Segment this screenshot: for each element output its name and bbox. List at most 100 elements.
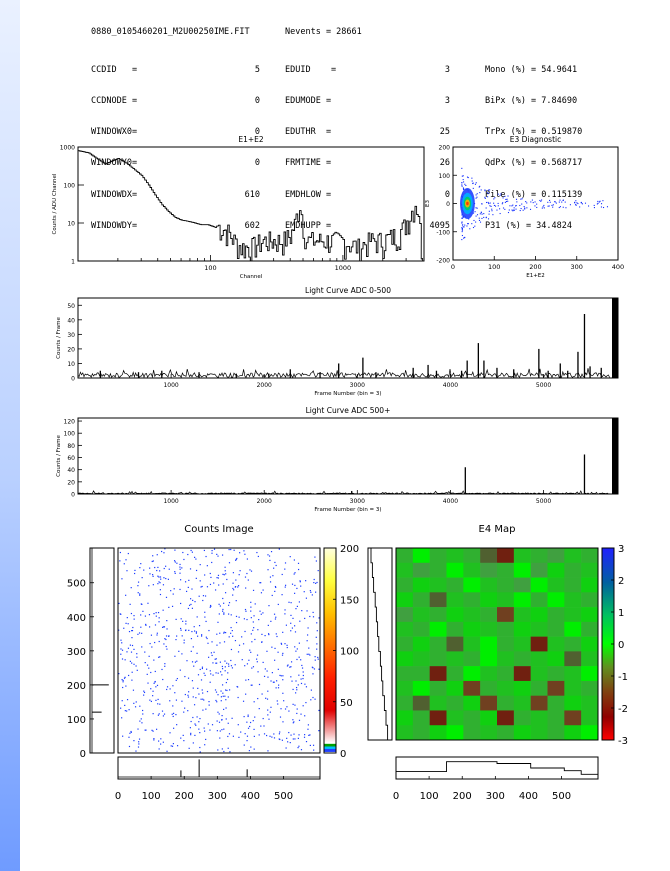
counts-pixel <box>157 714 159 716</box>
counts-pixel <box>195 697 197 699</box>
colorbar-tick-label: 0 <box>340 749 346 760</box>
counts-pixel <box>136 656 138 658</box>
counts-pixel <box>209 670 211 672</box>
e4-map-cell <box>480 577 498 593</box>
counts-pixel <box>150 700 152 703</box>
counts-pixel <box>136 669 138 671</box>
counts-pixel <box>122 686 124 689</box>
scatter-point <box>512 210 514 212</box>
counts-pixel <box>165 565 167 567</box>
counts-pixel <box>277 668 279 670</box>
counts-pixel <box>215 699 217 702</box>
counts-pixel <box>131 679 133 681</box>
scatter-point <box>542 206 544 208</box>
scatter-point <box>478 217 480 219</box>
counts-pixel <box>164 663 166 665</box>
e4-map-cell <box>463 607 481 623</box>
counts-pixel <box>123 627 125 629</box>
counts-pixel <box>158 621 160 623</box>
scatter-point <box>462 216 464 219</box>
counts-pixel <box>144 661 146 664</box>
scatter-point <box>513 209 515 211</box>
counts-pixel <box>317 656 319 659</box>
e4-map-cell <box>581 562 599 578</box>
counts-pixel <box>216 701 218 703</box>
scatter-point <box>554 200 556 203</box>
scatter-point <box>493 202 495 204</box>
counts-pixel <box>293 559 295 561</box>
counts-pixel <box>173 588 175 590</box>
counts-pixel <box>282 652 284 654</box>
scatter-point <box>497 193 499 195</box>
counts-pixel <box>142 713 144 715</box>
counts-pixel <box>290 622 292 624</box>
e4-map-cell <box>396 695 414 711</box>
scatter-point <box>462 175 464 177</box>
y-tick-label: -100 <box>436 229 450 236</box>
counts-pixel <box>278 738 280 740</box>
counts-pixel <box>316 643 318 645</box>
e4-map-cell <box>547 666 565 682</box>
counts-pixel <box>264 634 266 637</box>
counts-pixel <box>223 613 225 615</box>
counts-pixel <box>308 653 310 655</box>
counts-pixel <box>284 568 286 570</box>
counts-pixel <box>235 600 237 602</box>
counts-pixel <box>180 618 182 620</box>
counts-pixel <box>275 633 277 635</box>
counts-pixel <box>217 711 219 713</box>
counts-pixel <box>182 551 184 554</box>
x-axis-label: Channel <box>240 274 263 280</box>
scatter-point <box>491 210 493 212</box>
scatter-point <box>551 204 553 206</box>
e4-map-cells <box>396 548 599 741</box>
counts-pixel <box>202 595 205 597</box>
counts-pixel <box>217 574 220 576</box>
scatter-point <box>474 225 476 227</box>
counts-pixel <box>309 589 311 592</box>
scatter-point <box>472 182 474 184</box>
counts-pixel <box>250 601 252 603</box>
counts-pixel <box>209 572 211 575</box>
chart-title: Light Curve ADC 500+ <box>306 406 391 415</box>
e4-map-cell <box>581 725 599 741</box>
counts-pixel <box>218 713 220 715</box>
counts-pixel <box>152 695 154 697</box>
scatter-point <box>471 223 473 225</box>
e4-map-cell <box>497 577 515 593</box>
x-tick-label: 4000 <box>443 382 458 389</box>
counts-pixel <box>310 699 312 701</box>
counts-pixel <box>275 616 277 618</box>
scatter-point <box>461 185 463 187</box>
scatter-point <box>541 207 543 209</box>
e4-map-cell <box>547 680 565 696</box>
counts-pixel <box>141 577 143 579</box>
counts-pixel <box>208 700 210 703</box>
counts-pixel <box>313 668 316 670</box>
counts-pixel <box>171 713 173 715</box>
counts-pixel <box>304 683 306 685</box>
counts-pixel <box>297 568 300 571</box>
scatter-point <box>486 201 488 204</box>
counts-pixel <box>174 571 176 573</box>
counts-pixel <box>184 675 186 678</box>
e4-map-cell <box>497 621 515 637</box>
counts-pixel <box>277 687 280 689</box>
e4-map-cell <box>412 680 430 696</box>
counts-pixel <box>241 659 243 661</box>
colorbar-tick-label: 100 <box>340 647 359 658</box>
counts-pixel <box>274 659 276 661</box>
scatter-point <box>593 207 595 209</box>
counts-pixel <box>273 567 275 569</box>
counts-pixel <box>269 576 272 578</box>
e4-map-cell <box>564 607 582 623</box>
e4-map-cell <box>513 577 531 593</box>
counts-pixel <box>203 699 205 701</box>
counts-pixel <box>225 631 227 634</box>
counts-pixel <box>205 738 207 741</box>
counts-pixel <box>293 721 295 723</box>
scatter-point <box>487 218 490 220</box>
counts-pixel <box>139 705 141 707</box>
counts-pixel <box>228 602 231 604</box>
scatter-point <box>522 209 524 211</box>
